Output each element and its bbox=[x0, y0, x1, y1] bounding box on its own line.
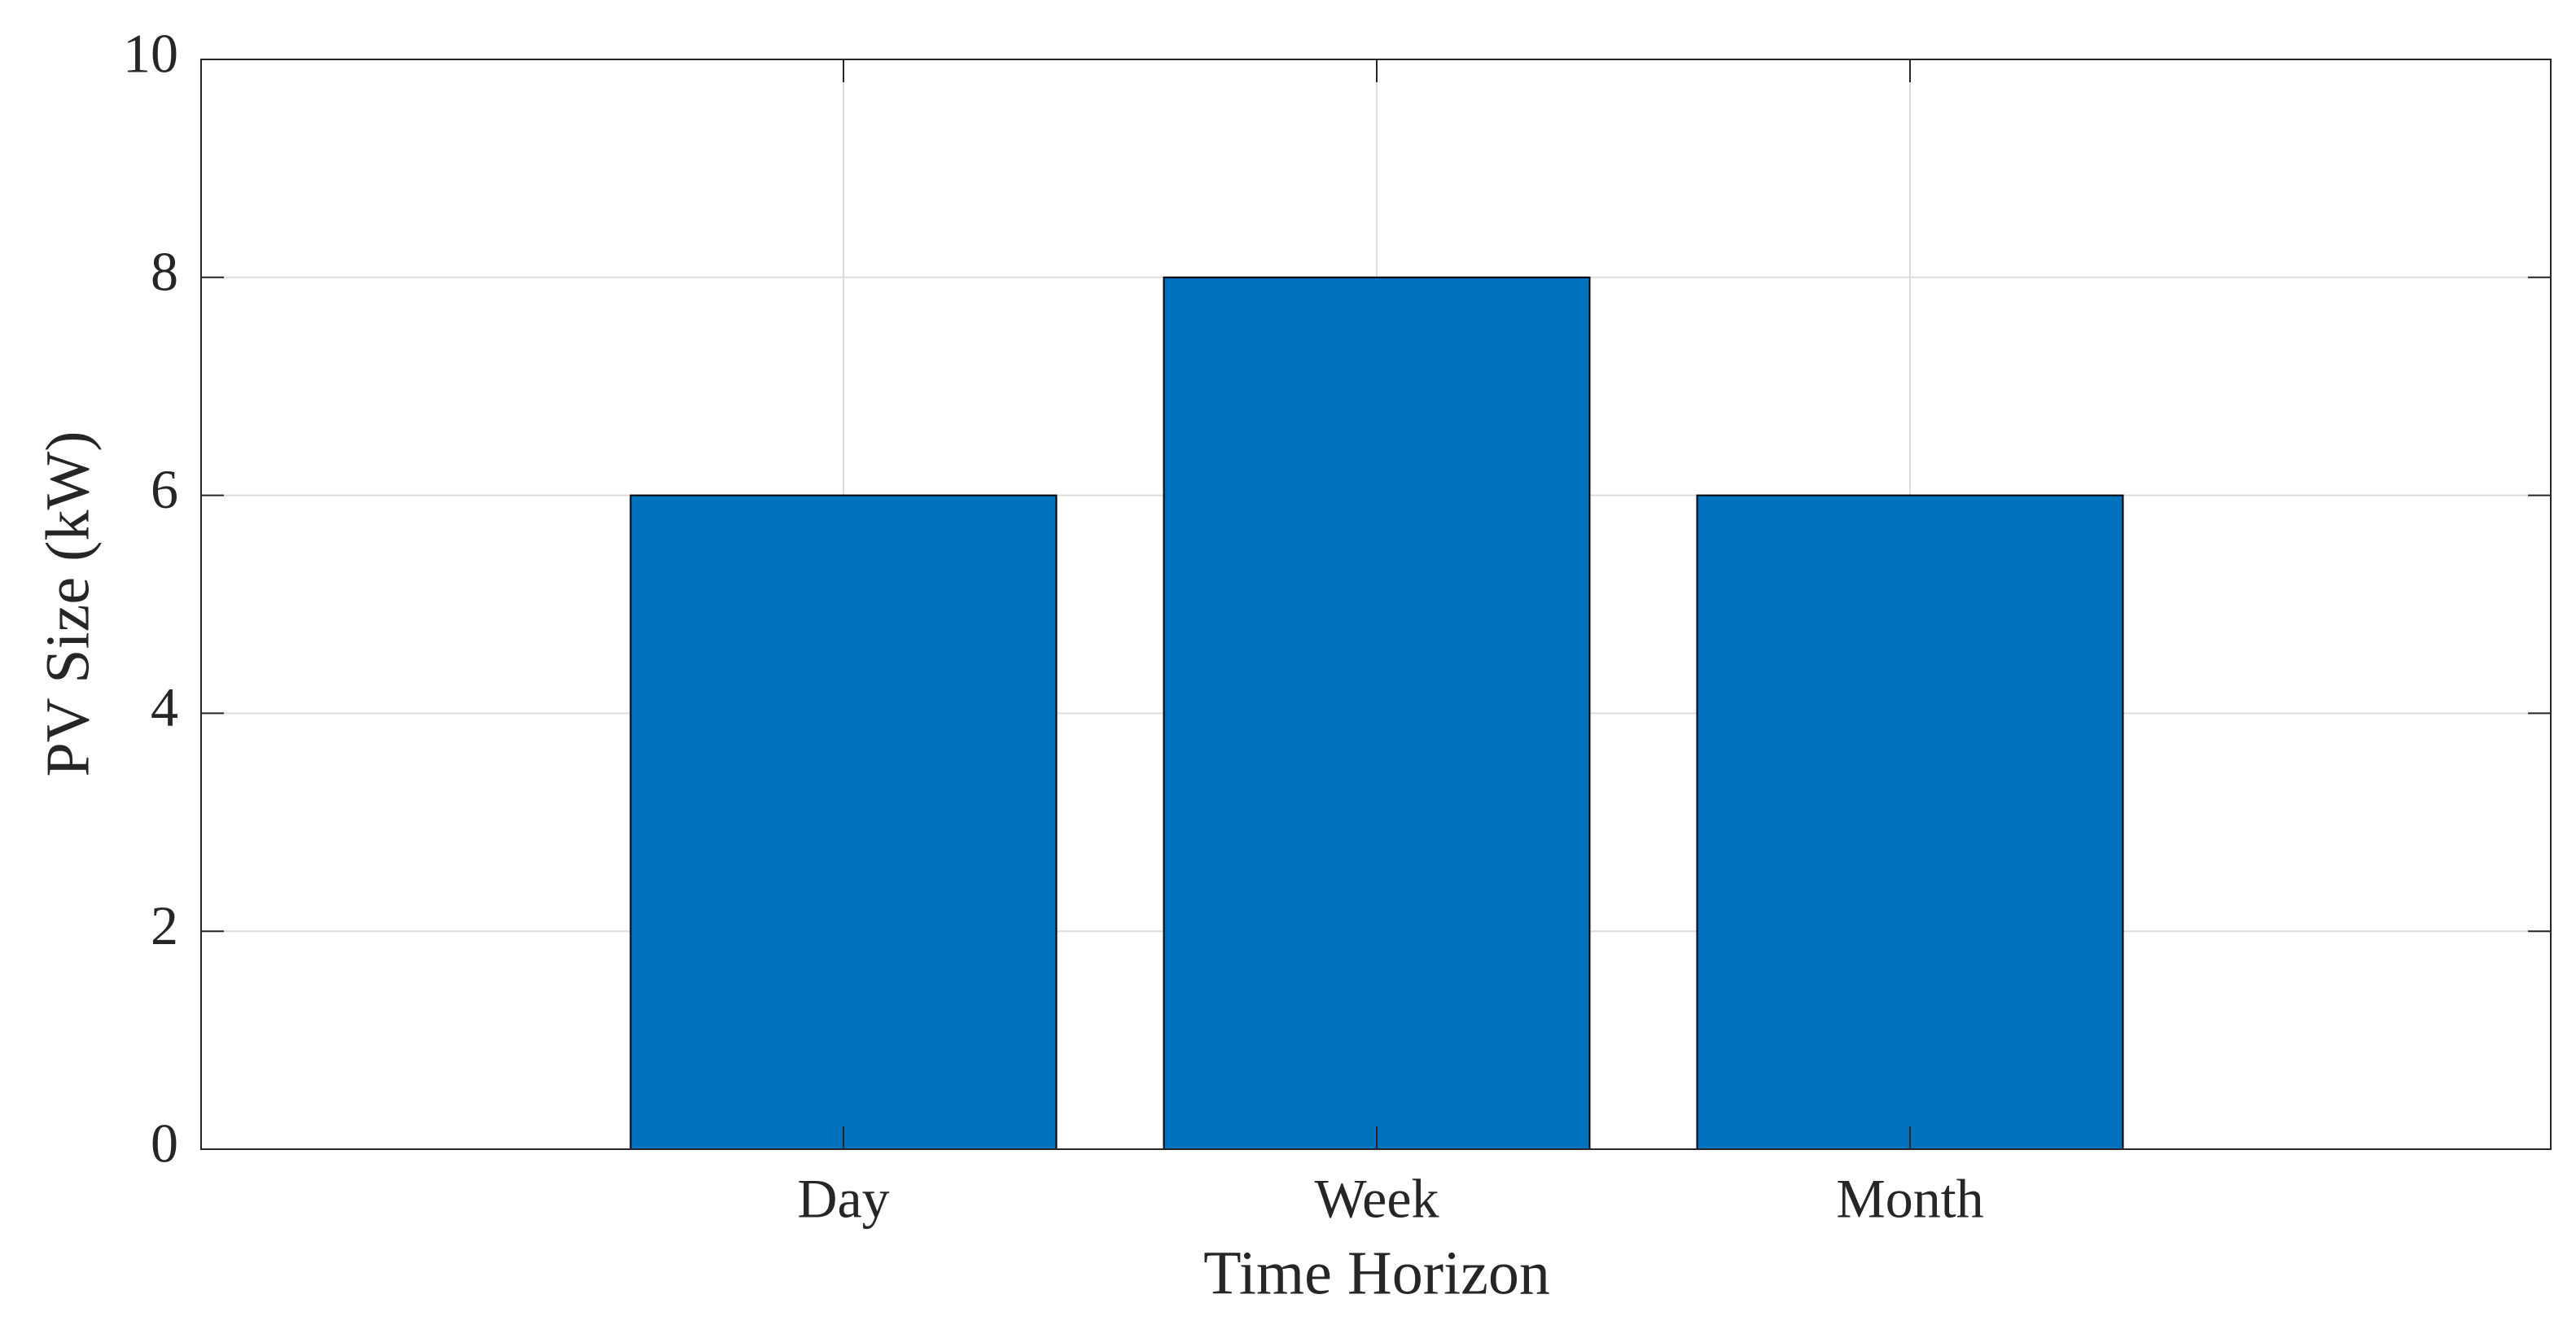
y-tick-label: 10 bbox=[123, 23, 178, 85]
y-tick-label: 6 bbox=[151, 458, 178, 520]
bar bbox=[1696, 494, 2124, 1150]
x-tick-label: Week bbox=[1314, 1168, 1439, 1230]
x-axis-label: Time Horizon bbox=[1203, 1239, 1550, 1307]
y-tick-label: 0 bbox=[151, 1113, 178, 1174]
x-tick-label: Month bbox=[1836, 1168, 1983, 1230]
bar bbox=[1163, 276, 1591, 1150]
bar-layer bbox=[629, 276, 2124, 1150]
bar bbox=[629, 494, 1058, 1150]
y-tick-label: 2 bbox=[151, 894, 178, 956]
y-tick-label: 8 bbox=[151, 240, 178, 302]
x-tick-label: Day bbox=[797, 1168, 889, 1230]
tick-layer: 0 2 4 6 8 10 Day Week Month bbox=[123, 23, 2551, 1230]
y-tick-label: 4 bbox=[151, 676, 178, 738]
y-axis-label: PV Size (kW) bbox=[33, 431, 102, 777]
